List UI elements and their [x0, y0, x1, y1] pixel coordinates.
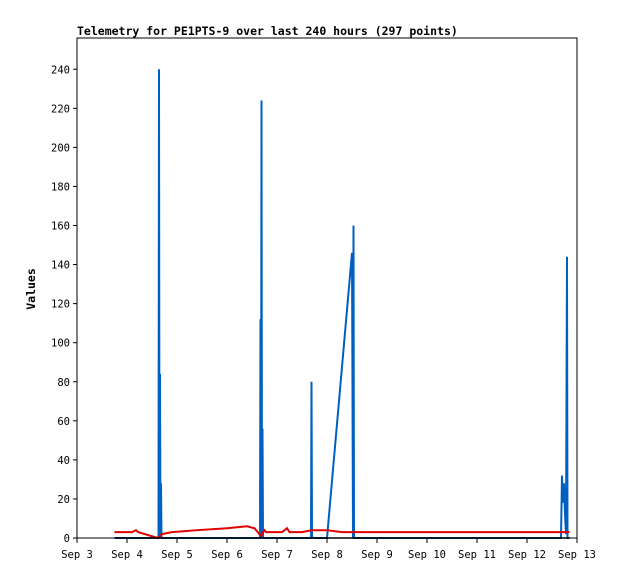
y-tick-label: 200	[51, 142, 70, 154]
x-tick-label: Sep 6	[211, 549, 243, 561]
y-tick-label: 220	[51, 103, 70, 115]
y-tick-label: 140	[51, 260, 70, 272]
x-tick-label: Sep 8	[311, 549, 343, 561]
x-tick-label: Sep 7	[261, 549, 293, 561]
y-tick-label: 100	[51, 338, 70, 350]
plot-area	[76, 37, 578, 539]
y-tick-label: 60	[57, 416, 70, 428]
chart-title: Telemetry for PE1PTS-9 over last 240 hou…	[77, 24, 458, 38]
x-tick-label: Sep 10	[408, 549, 446, 561]
x-tick-label: Sep 4	[111, 549, 143, 561]
axis-layer: 0 20 40 60 80 100 120 140 160 180 200 220 240 Sep 3 Se…	[51, 64, 596, 561]
x-tick-label: Sep 13	[558, 549, 596, 561]
x-tick-label: Sep 11	[458, 549, 496, 561]
y-tick-label: 0	[64, 533, 70, 545]
y-tick-label: 180	[51, 181, 70, 193]
x-tick-label: Sep 3	[61, 549, 93, 561]
y-tick-label: 120	[51, 299, 70, 311]
y-axis-label: Values	[24, 268, 38, 310]
x-tick-label: Sep 12	[508, 549, 546, 561]
y-tick-label: 20	[57, 494, 70, 506]
y-tick-label: 160	[51, 221, 70, 233]
y-tick-label: 80	[57, 377, 70, 389]
series-line-2	[114, 525, 570, 540]
y-tick-label: 240	[51, 64, 70, 76]
series-layer	[114, 69, 570, 540]
x-tick-label: Sep 9	[361, 549, 393, 561]
y-tick-label: 40	[57, 455, 70, 467]
x-tick-label: Sep 5	[161, 549, 193, 561]
